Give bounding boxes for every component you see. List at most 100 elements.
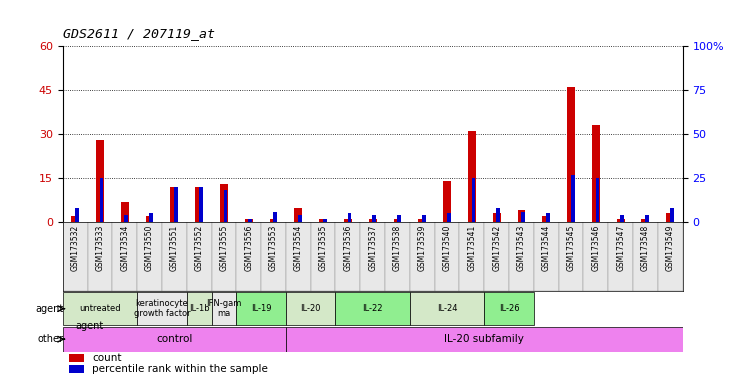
Bar (509, 222, 534, 291)
Text: GSM173556: GSM173556 (244, 224, 253, 271)
Text: IL-20: IL-20 (300, 304, 321, 313)
Text: GSM173538: GSM173538 (393, 224, 402, 270)
Text: IL-22: IL-22 (362, 304, 383, 313)
Text: GSM173548: GSM173548 (641, 224, 650, 270)
Bar (162, 222, 187, 291)
Bar (323, 218, 326, 222)
Bar (446, 214, 450, 222)
Bar (249, 218, 252, 222)
Text: IFN-gam
ma: IFN-gam ma (206, 299, 241, 318)
Bar (187, 222, 212, 291)
Bar (534, 222, 559, 291)
Text: GSM173543: GSM173543 (517, 224, 526, 271)
Bar (493, 214, 500, 222)
Bar (69, 365, 84, 373)
Text: IL-26: IL-26 (499, 304, 520, 313)
Bar (100, 178, 103, 222)
Bar (170, 187, 179, 222)
Text: untreated: untreated (79, 304, 121, 313)
Bar (63, 292, 137, 325)
Bar (75, 208, 78, 222)
Bar (212, 292, 236, 325)
Bar (112, 222, 137, 291)
Bar (224, 190, 227, 222)
Text: GSM173541: GSM173541 (467, 224, 476, 270)
Bar (418, 219, 427, 222)
Bar (336, 222, 360, 291)
Text: control: control (156, 334, 193, 344)
Bar (497, 208, 500, 222)
Bar (468, 131, 476, 222)
Text: GSM173550: GSM173550 (145, 224, 154, 271)
Bar (373, 215, 376, 222)
Bar (546, 214, 550, 222)
Bar (174, 187, 178, 222)
Bar (273, 212, 277, 222)
Bar (212, 222, 236, 291)
Text: GSM173546: GSM173546 (591, 224, 600, 271)
Bar (621, 215, 624, 222)
Bar (195, 187, 203, 222)
Bar (220, 184, 228, 222)
Text: count: count (92, 353, 122, 363)
Bar (286, 327, 683, 352)
Bar (617, 219, 624, 222)
Text: GSM173545: GSM173545 (567, 224, 576, 271)
Bar (145, 216, 154, 222)
Text: percentile rank within the sample: percentile rank within the sample (92, 364, 269, 374)
Bar (269, 219, 277, 222)
Bar (521, 212, 525, 222)
Text: GSM173554: GSM173554 (294, 224, 303, 271)
Bar (633, 222, 658, 291)
Bar (236, 292, 286, 325)
Bar (484, 292, 534, 325)
Text: GSM173555: GSM173555 (219, 224, 228, 271)
Bar (410, 222, 435, 291)
Bar (517, 210, 525, 222)
Bar (149, 214, 153, 222)
Text: IL-20 subfamily: IL-20 subfamily (444, 334, 524, 344)
Text: GSM173544: GSM173544 (542, 224, 551, 271)
Bar (596, 178, 599, 222)
Bar (298, 215, 302, 222)
Bar (336, 292, 410, 325)
Text: GSM173533: GSM173533 (95, 224, 104, 271)
Bar (294, 207, 303, 222)
Bar (121, 202, 128, 222)
Bar (393, 219, 401, 222)
Bar (236, 222, 261, 291)
Bar (199, 187, 202, 222)
Bar (385, 222, 410, 291)
Text: GSM173540: GSM173540 (443, 224, 452, 271)
Bar (435, 222, 460, 291)
Bar (670, 208, 674, 222)
Text: IL-19: IL-19 (251, 304, 272, 313)
Text: GSM173547: GSM173547 (616, 224, 625, 271)
Bar (88, 222, 112, 291)
Bar (410, 292, 484, 325)
Bar (369, 219, 376, 222)
Bar (397, 215, 401, 222)
Text: GSM173539: GSM173539 (418, 224, 427, 271)
Text: GSM173532: GSM173532 (71, 224, 80, 270)
Text: GSM173536: GSM173536 (343, 224, 352, 271)
Bar (584, 222, 608, 291)
Bar (460, 222, 484, 291)
Text: IL-24: IL-24 (437, 304, 458, 313)
Bar (63, 327, 286, 352)
Bar (96, 140, 104, 222)
Text: agent: agent (35, 304, 63, 314)
Bar (542, 216, 551, 222)
Text: GSM173553: GSM173553 (269, 224, 278, 271)
Bar (137, 222, 162, 291)
Text: GSM173535: GSM173535 (319, 224, 328, 271)
Text: GSM173551: GSM173551 (170, 224, 179, 270)
Bar (286, 222, 311, 291)
Bar (641, 219, 649, 222)
Bar (71, 216, 79, 222)
Bar (360, 222, 385, 291)
Text: GSM173534: GSM173534 (120, 224, 129, 271)
Bar (187, 292, 212, 325)
Text: GDS2611 / 207119_at: GDS2611 / 207119_at (63, 27, 215, 40)
Bar (261, 222, 286, 291)
